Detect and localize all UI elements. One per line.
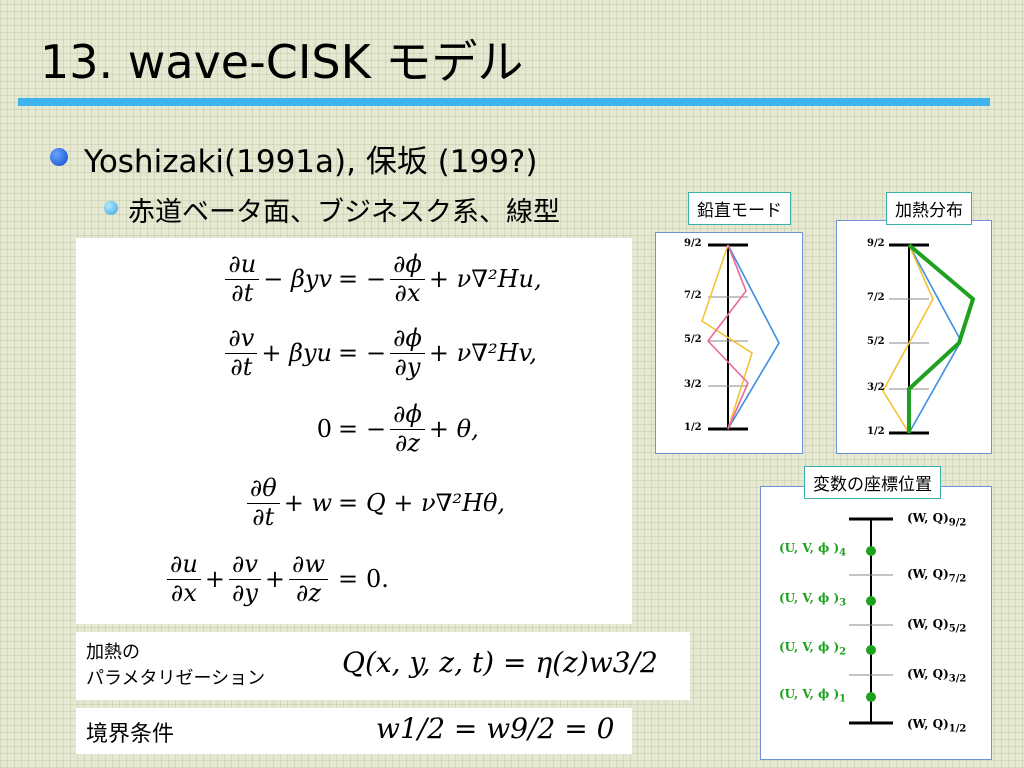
wq-label-1-2: (W, Q)1/2 (907, 717, 967, 735)
heating-label-line1: 加熱の (86, 642, 140, 663)
wq-label-9-2: (W, Q)9/2 (907, 511, 967, 529)
vm-level-7-2: 7/2 (684, 290, 702, 301)
equation-thermodynamic: ∂θ ∂t + w = Q + ν∇²Hθ, (76, 470, 632, 536)
equations-box: ∂u ∂t − βyv = − ∂ϕ ∂x + ν∇²Hu, ∂v ∂t + βyu … (76, 238, 632, 624)
vm-level-5-2: 5/2 (684, 334, 702, 345)
boundary-label: 境界条件 (86, 722, 175, 747)
equation-v-momentum: ∂v ∂t + βyu = − ∂ϕ ∂y + ν∇²Hv, (76, 320, 632, 386)
vertical-mode-diagram (701, 243, 780, 431)
hp-level-7-2: 7/2 (867, 292, 885, 303)
bullet-dot-icon (50, 148, 68, 166)
uv-label-1: (U, V, ϕ )1 (779, 687, 847, 705)
equation-hydrostatic: 0 = − ∂ϕ ∂z + θ, (316, 399, 479, 457)
vm-level-3-2: 3/2 (684, 379, 702, 390)
equation-continuity: ∂u ∂x + ∂v ∂y + ∂w ∂z = 0. (76, 546, 632, 612)
title-underline (18, 98, 990, 106)
heating-profile-diagram (882, 243, 976, 435)
wq-label-7-2: (W, Q)7/2 (907, 567, 967, 585)
boundary-condition-box: 境界条件 w1/2 = w9/2 = 0 (76, 708, 632, 754)
uv-label-2: (U, V, ϕ )2 (779, 640, 847, 658)
hp-level-5-2: 5/2 (867, 336, 885, 347)
staggered-grid-diagram (849, 517, 893, 725)
wq-label-3-2: (W, Q)3/2 (907, 667, 967, 685)
variable-positions-tag: 変数の座標位置 (804, 466, 941, 499)
heating-profile-tag: 加熱分布 (886, 192, 972, 225)
hp-level-1-2: 1/2 (867, 426, 885, 437)
boundary-formula: w1/2 = w9/2 = 0 (376, 712, 615, 745)
hp-level-9-2: 9/2 (867, 238, 885, 249)
bullet-model-type: 赤道ベータ面、ブジネスク系、線型 (128, 197, 560, 228)
uv-label-3: (U, V, ϕ )3 (779, 591, 847, 609)
vertical-mode-panel: 9/2 7/2 5/2 3/2 1/2 (655, 232, 803, 454)
heating-parameterization-box: 加熱の パラメタリゼーション Q(x, y, z, t) = η(z)w3/2 (76, 632, 690, 700)
heating-formula: Q(x, y, z, t) = η(z)w3/2 (342, 646, 658, 679)
hp-level-3-2: 3/2 (867, 382, 885, 393)
heating-label-line2: パラメタリゼーション (86, 668, 266, 689)
vm-level-9-2: 9/2 (684, 238, 702, 249)
wq-label-5-2: (W, Q)5/2 (907, 617, 967, 635)
bullet-references: Yoshizaki(1991a), 保坂 (199?) (84, 144, 538, 180)
equation-u-momentum: ∂u ∂t − βyv = − ∂ϕ ∂x + ν∇²Hu, (76, 246, 632, 312)
uv-label-4: (U, V, ϕ )4 (779, 541, 847, 559)
sub-bullet-dot-icon (104, 201, 118, 215)
variable-positions-panel: (W, Q)9/2 (W, Q)7/2 (W, Q)5/2 (W, Q)3/2 … (760, 486, 992, 760)
vertical-mode-tag: 鉛直モード (688, 192, 791, 225)
heating-profile-panel: 9/2 7/2 5/2 3/2 1/2 (836, 220, 992, 454)
page-title: 13. wave-CISK モデル (40, 35, 524, 89)
vm-level-1-2: 1/2 (684, 422, 702, 433)
